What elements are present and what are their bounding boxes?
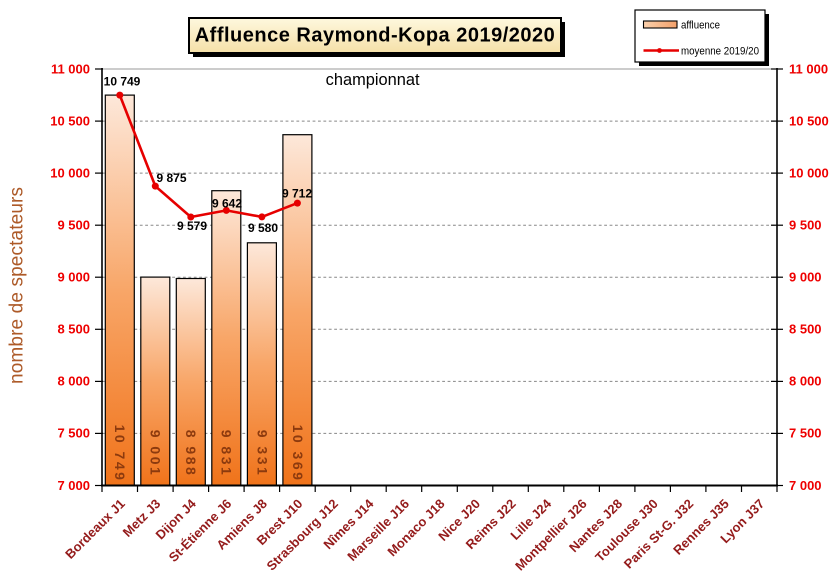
svg-text:9 000: 9 000 [57,270,90,285]
svg-text:9 642: 9 642 [212,197,242,211]
svg-text:9 712: 9 712 [282,186,312,200]
svg-text:9 875: 9 875 [156,171,186,185]
svg-text:10 369: 10 369 [290,425,306,483]
svg-text:8 000: 8 000 [789,374,822,389]
svg-text:10 000: 10 000 [50,165,90,180]
svg-text:9 001: 9 001 [148,430,164,478]
svg-text:9 500: 9 500 [57,218,90,233]
svg-text:9 580: 9 580 [248,221,278,235]
svg-text:10 749: 10 749 [104,75,141,89]
svg-text:7 500: 7 500 [789,426,822,441]
svg-text:10 749: 10 749 [112,425,128,483]
svg-text:9 579: 9 579 [177,219,207,233]
svg-text:8 000: 8 000 [57,374,90,389]
svg-text:8 500: 8 500 [789,322,822,337]
svg-text:affluence: affluence [681,20,720,32]
svg-text:7 500: 7 500 [57,426,90,441]
svg-text:11 000: 11 000 [789,61,828,76]
svg-text:nombre de spectateurs: nombre de spectateurs [7,187,28,384]
svg-text:8 988: 8 988 [183,430,199,478]
svg-text:9 000: 9 000 [789,270,822,285]
svg-text:Affluence Raymond-Kopa 2019/20: Affluence Raymond-Kopa 2019/2020 [195,25,556,47]
svg-text:10 500: 10 500 [50,113,90,128]
svg-text:7 000: 7 000 [57,478,90,493]
svg-text:10 500: 10 500 [789,113,829,128]
svg-text:11 000: 11 000 [51,61,90,76]
svg-text:championnat: championnat [326,71,420,89]
svg-text:9 331: 9 331 [254,430,270,478]
svg-text:moyenne 2019/20: moyenne 2019/20 [681,45,759,57]
svg-text:9 831: 9 831 [219,430,235,478]
svg-text:9 500: 9 500 [789,218,822,233]
svg-text:10 000: 10 000 [789,165,829,180]
svg-text:8 500: 8 500 [57,322,90,337]
svg-text:7 000: 7 000 [789,478,822,493]
